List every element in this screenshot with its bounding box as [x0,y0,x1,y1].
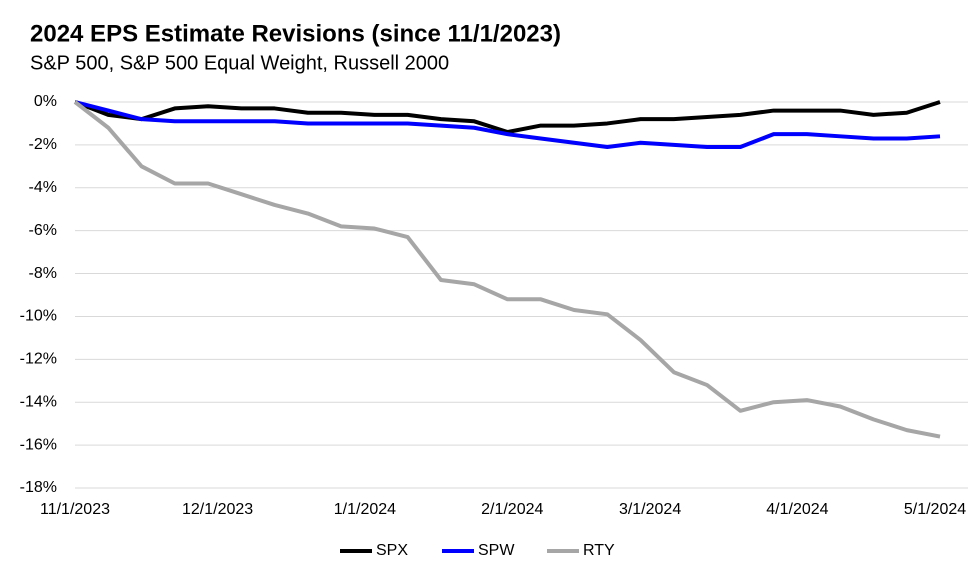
chart-subtitle: S&P 500, S&P 500 Equal Weight, Russell 2… [30,52,449,74]
y-tick-label: -14% [20,393,57,410]
y-tick-label: -10% [20,308,57,325]
y-tick-label: -16% [20,436,57,453]
x-tick-label: 3/1/2024 [619,501,681,518]
x-tick-label: 11/1/2023 [40,501,110,518]
y-tick-label: -18% [20,479,57,496]
y-tick-label: -12% [20,351,57,368]
y-tick-label: 0% [34,93,57,110]
y-tick-label: -8% [29,265,57,282]
legend-label: SPW [478,542,515,559]
x-tick-label: 1/1/2024 [334,501,396,518]
series-line [73,100,941,439]
x-tick-label: 5/1/2024 [904,501,966,518]
y-tick-label: -2% [29,136,57,153]
x-tick-label: 4/1/2024 [766,501,828,518]
legend-label: RTY [583,542,615,559]
series-line [74,100,941,135]
series-line [74,100,941,150]
y-tick-label: -4% [29,179,57,196]
x-tick-label: 12/1/2023 [182,501,253,518]
legend-label: SPX [376,542,408,559]
y-tick-label: -6% [29,222,57,239]
x-tick-label: 2/1/2024 [481,501,543,518]
chart-title: 2024 EPS Estimate Revisions (since 11/1/… [30,20,561,47]
